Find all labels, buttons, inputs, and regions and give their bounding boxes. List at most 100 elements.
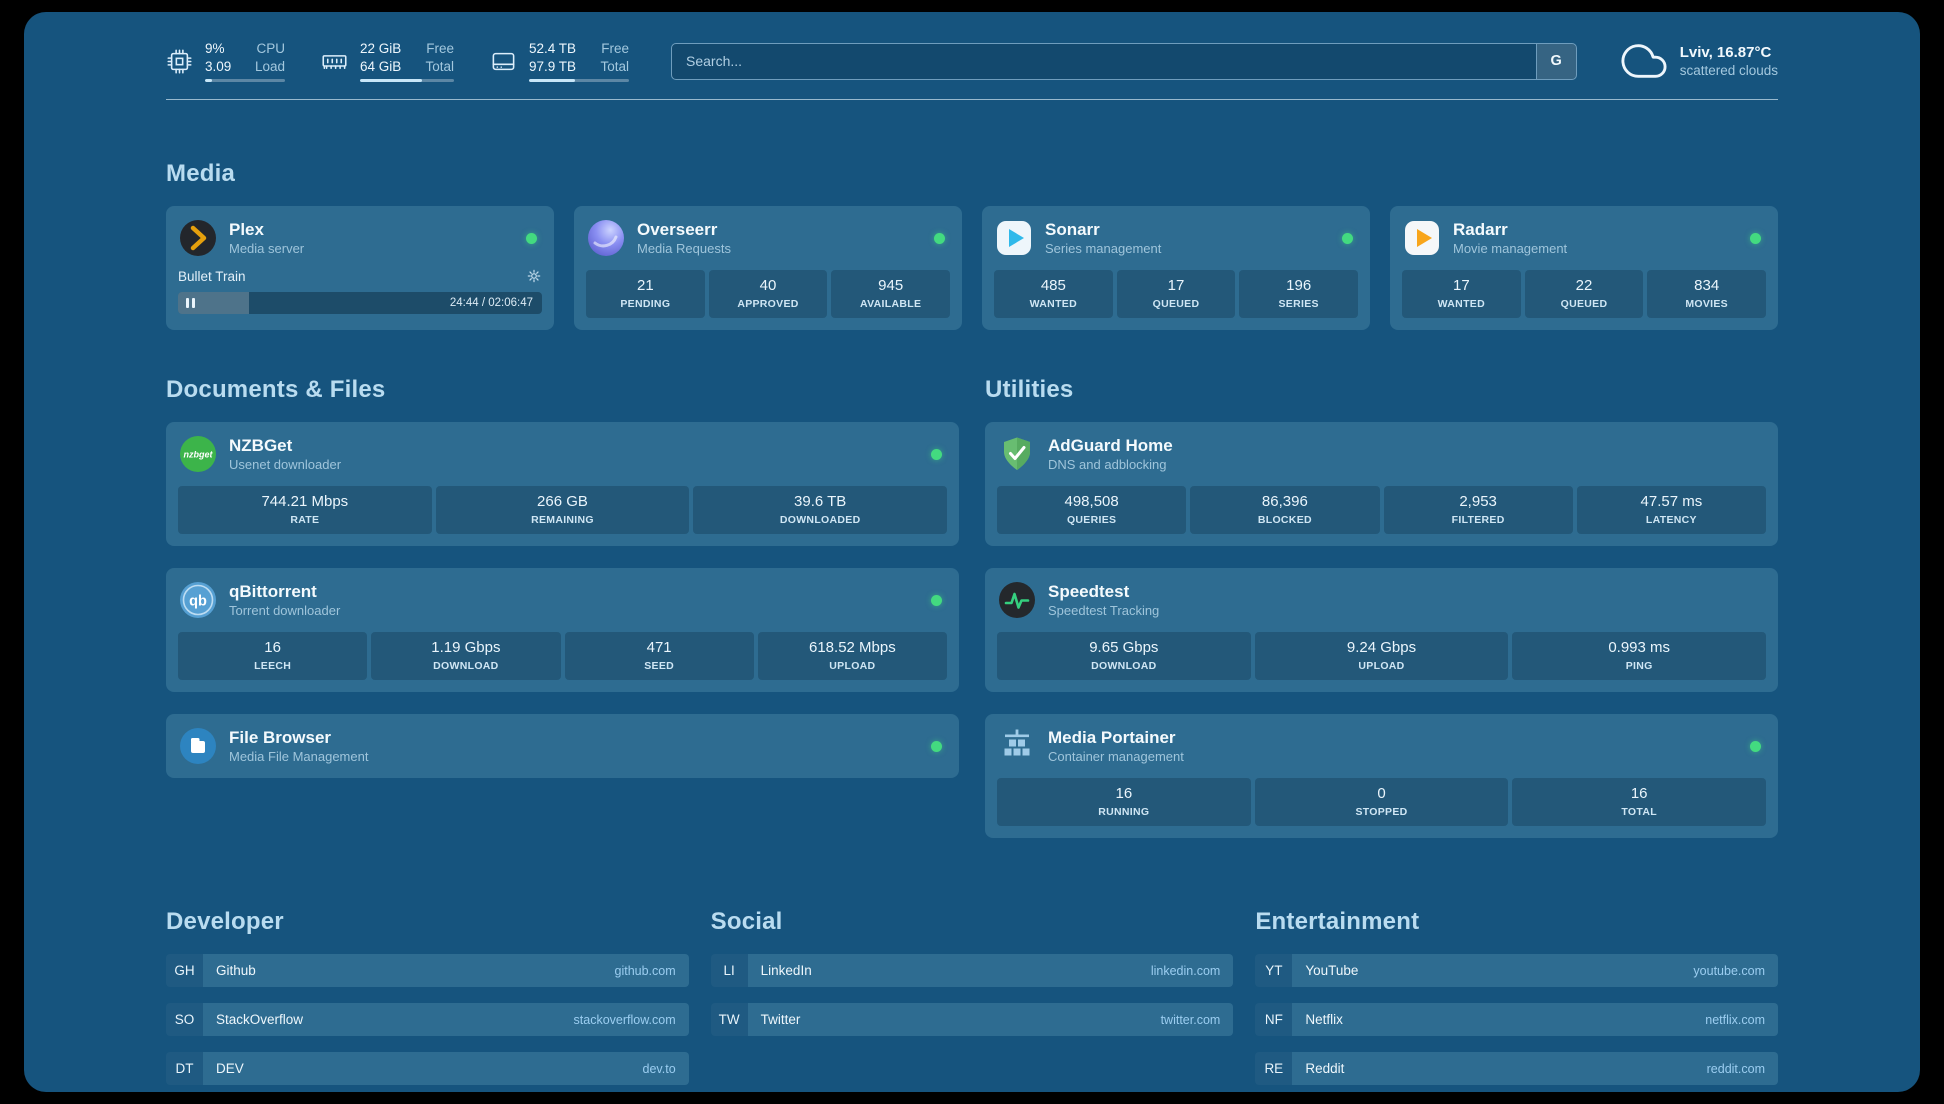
cpu-label: CPU [256, 41, 285, 56]
status-online-dot [934, 232, 945, 244]
bookmark-label: Reddit reddit.com [1292, 1052, 1778, 1085]
bookmark-label: DEV dev.to [203, 1052, 689, 1085]
stat-tile: 16 TOTAL [1512, 778, 1766, 826]
bookmark-twitter[interactable]: TW Twitter twitter.com [710, 1003, 1234, 1036]
service-card-sonarr: Sonarr Series management 485 WANTED 17 Q… [982, 206, 1370, 330]
stat-tiles: 9.65 Gbps DOWNLOAD 9.24 Gbps UPLOAD 0.99… [997, 632, 1766, 680]
section-utilities: Utilities AdGuard Home [985, 376, 1778, 838]
memory-stats: 22 GiB Free 64 GiB Total [360, 40, 454, 82]
stat-tile: 16 RUNNING [997, 778, 1251, 826]
stat-tile: 498,508 QUERIES [997, 486, 1187, 534]
bookmark-youtube[interactable]: YT YouTube youtube.com [1255, 954, 1778, 987]
cpu-progress-fill [205, 79, 213, 82]
bookmark-group-title: Entertainment [1255, 908, 1420, 935]
search-provider-button[interactable]: G [1535, 43, 1576, 79]
service-name: Plex [229, 219, 264, 239]
bookmark-list: LI LinkedIn linkedin.com TW Twitter twit… [710, 954, 1234, 1036]
service-link-adguard[interactable]: AdGuard Home DNS and adblocking [997, 434, 1766, 474]
service-card-overseerr: Overseerr Media Requests 21 PENDING 40 A… [574, 206, 962, 330]
stat-tile: 39.6 TB DOWNLOADED [693, 486, 947, 534]
service-name: File Browser [229, 727, 332, 747]
stat-tile: 485 WANTED [994, 270, 1113, 318]
search-input[interactable] [672, 43, 1536, 79]
service-titles: AdGuard Home DNS and adblocking [1048, 436, 1766, 473]
service-titles: qBittorrent Torrent downloader [229, 582, 920, 619]
stat-tile: 2,953 FILTERED [1383, 486, 1573, 534]
stat-tile: 9.65 Gbps DOWNLOAD [997, 632, 1251, 680]
service-link-radarr[interactable]: Radarr Movie management [1402, 218, 1766, 258]
status-online-dot [931, 594, 942, 606]
service-link-portainer[interactable]: Media Portainer Container management [997, 726, 1766, 766]
service-name: Overseerr [637, 219, 718, 239]
disk-stats: 52.4 TB Free 97.9 TB Total [529, 40, 629, 82]
stat-tile: 21 PENDING [586, 270, 705, 318]
service-name: NZBGet [229, 435, 293, 455]
bookmark-list: YT YouTube youtube.com NF Netflix netfli… [1255, 954, 1778, 1085]
service-subtitle: Media File Management [229, 749, 369, 765]
stat-tile: 945 AVAILABLE [831, 270, 950, 318]
bookmark-abbr: YT [1255, 954, 1293, 987]
bookmark-abbr: NF [1255, 1003, 1293, 1036]
stat-tile: 618.52 Mbps UPLOAD [757, 632, 947, 680]
service-link-overseerr[interactable]: Overseerr Media Requests [586, 218, 950, 258]
stat-tile: 47.57 ms LATENCY [1576, 486, 1766, 534]
service-link-filebrowser[interactable]: File Browser Media File Management [178, 726, 947, 766]
service-link-plex[interactable]: Plex Media server [178, 218, 542, 258]
status-online-dot [1750, 232, 1761, 244]
stat-tile: 0 STOPPED [1254, 778, 1509, 826]
service-link-nzbget[interactable]: nzbget NZBGet Usenet downloader [178, 434, 947, 474]
stat-tile: 266 GB REMAINING [435, 486, 690, 534]
gear-icon[interactable] [526, 268, 542, 284]
bookmark-group-developer: Developer GH Github github.com SO StackO… [166, 908, 689, 1085]
service-name: Speedtest [1048, 581, 1130, 601]
disk-total-label: Total [600, 58, 629, 74]
section-title-documents: Documents & Files [166, 376, 386, 403]
section-title-utilities: Utilities [985, 376, 1074, 403]
bookmark-github[interactable]: GH Github github.com [166, 954, 689, 987]
service-link-speedtest[interactable]: Speedtest Speedtest Tracking [997, 580, 1766, 620]
service-subtitle: Usenet downloader [229, 457, 342, 473]
svg-text:nzbget: nzbget [184, 450, 214, 460]
service-subtitle: Speedtest Tracking [1048, 603, 1160, 619]
bookmark-linkedin[interactable]: LI LinkedIn linkedin.com [710, 954, 1234, 987]
memory-progress-track [360, 79, 454, 82]
pause-icon[interactable] [186, 298, 195, 308]
resource-widgets: 9% CPU 3.09 Load [166, 40, 629, 82]
memory-widget: 22 GiB Free 64 GiB Total [321, 40, 454, 82]
service-link-sonarr[interactable]: Sonarr Series management [994, 218, 1358, 258]
bookmark-group-entertainment: Entertainment YT YouTube youtube.com NF … [1255, 908, 1778, 1085]
service-subtitle: Container management [1048, 749, 1184, 765]
service-titles: NZBGet Usenet downloader [229, 436, 920, 473]
bookmark-label: Netflix netflix.com [1292, 1003, 1778, 1036]
bookmark-netflix[interactable]: NF Netflix netflix.com [1255, 1003, 1778, 1036]
section-documents: Documents & Files nzbget NZBGet U [166, 376, 959, 838]
stat-tiles: 17 WANTED 22 QUEUED 834 MOVIES [1402, 270, 1766, 318]
stat-tile: 40 APPROVED [708, 270, 828, 318]
status-online-dot [931, 740, 942, 752]
memory-progress-fill [360, 79, 423, 82]
weather-widget: Lviv, 16.87°C scattered clouds [1621, 38, 1778, 84]
bookmark-abbr: DT [166, 1052, 203, 1085]
stat-tile: 0.993 ms PING [1512, 632, 1766, 680]
bookmark-abbr: SO [166, 1003, 203, 1036]
service-subtitle: Movie management [1453, 241, 1568, 257]
speedtest-icon [997, 580, 1037, 620]
service-subtitle: Torrent downloader [229, 603, 341, 619]
service-titles: File Browser Media File Management [229, 728, 920, 765]
bookmark-label: YouTube youtube.com [1292, 954, 1778, 987]
service-card-radarr: Radarr Movie management 17 WANTED 22 QUE… [1390, 206, 1778, 330]
service-link-qbittorrent[interactable]: qb qBittorrent Torrent downloader [178, 580, 947, 620]
service-titles: Speedtest Speedtest Tracking [1048, 582, 1766, 619]
plex-progress-bar[interactable]: 24:44 / 02:06:47 [178, 292, 542, 314]
bookmark-reddit[interactable]: RE Reddit reddit.com [1255, 1052, 1778, 1085]
service-card-qbittorrent: qb qBittorrent Torrent downloader 16 LEE… [166, 568, 959, 692]
status-online-dot [931, 448, 942, 460]
stat-tiles: 485 WANTED 17 QUEUED 196 SERIES [994, 270, 1358, 318]
service-subtitle: DNS and adblocking [1048, 457, 1167, 473]
cpu-load-label: Load [254, 58, 285, 74]
documents-stack: nzbget NZBGet Usenet downloader 744.21 M… [166, 422, 959, 778]
bookmark-dev[interactable]: DT DEV dev.to [166, 1052, 689, 1085]
service-name: Radarr [1453, 219, 1508, 239]
bookmark-stackoverflow[interactable]: SO StackOverflow stackoverflow.com [166, 1003, 689, 1036]
bookmark-abbr: RE [1255, 1052, 1293, 1085]
